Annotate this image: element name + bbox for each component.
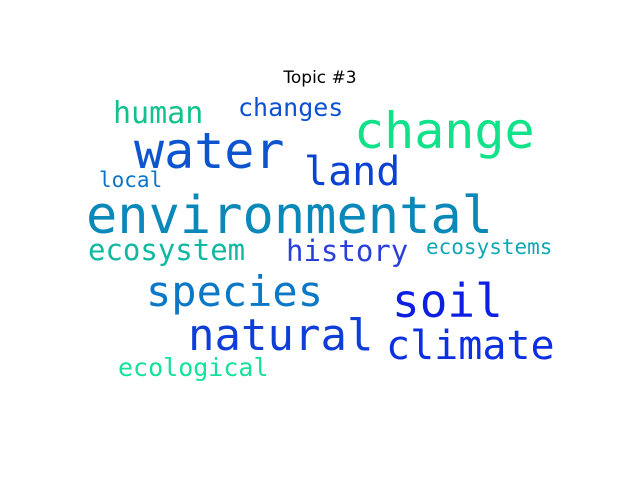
word-climate: climate [386,323,555,369]
word-human: human [113,96,204,131]
word-local: local [99,168,163,192]
word-change: change [354,102,535,160]
word-water: water [134,122,285,180]
word-natural: natural [188,310,374,361]
word-changes: changes [238,93,344,122]
word-history: history [286,234,409,268]
word-ecosystem: ecosystem [88,233,246,267]
word-soil: soil [392,274,503,328]
word-ecological: ecological [118,353,269,382]
word-environmental: environmental [86,186,493,246]
word-land: land [304,149,401,195]
word-species: species [146,267,324,316]
figure-title: Topic #3 [283,68,357,88]
word-ecosystems: ecosystems [426,235,553,259]
